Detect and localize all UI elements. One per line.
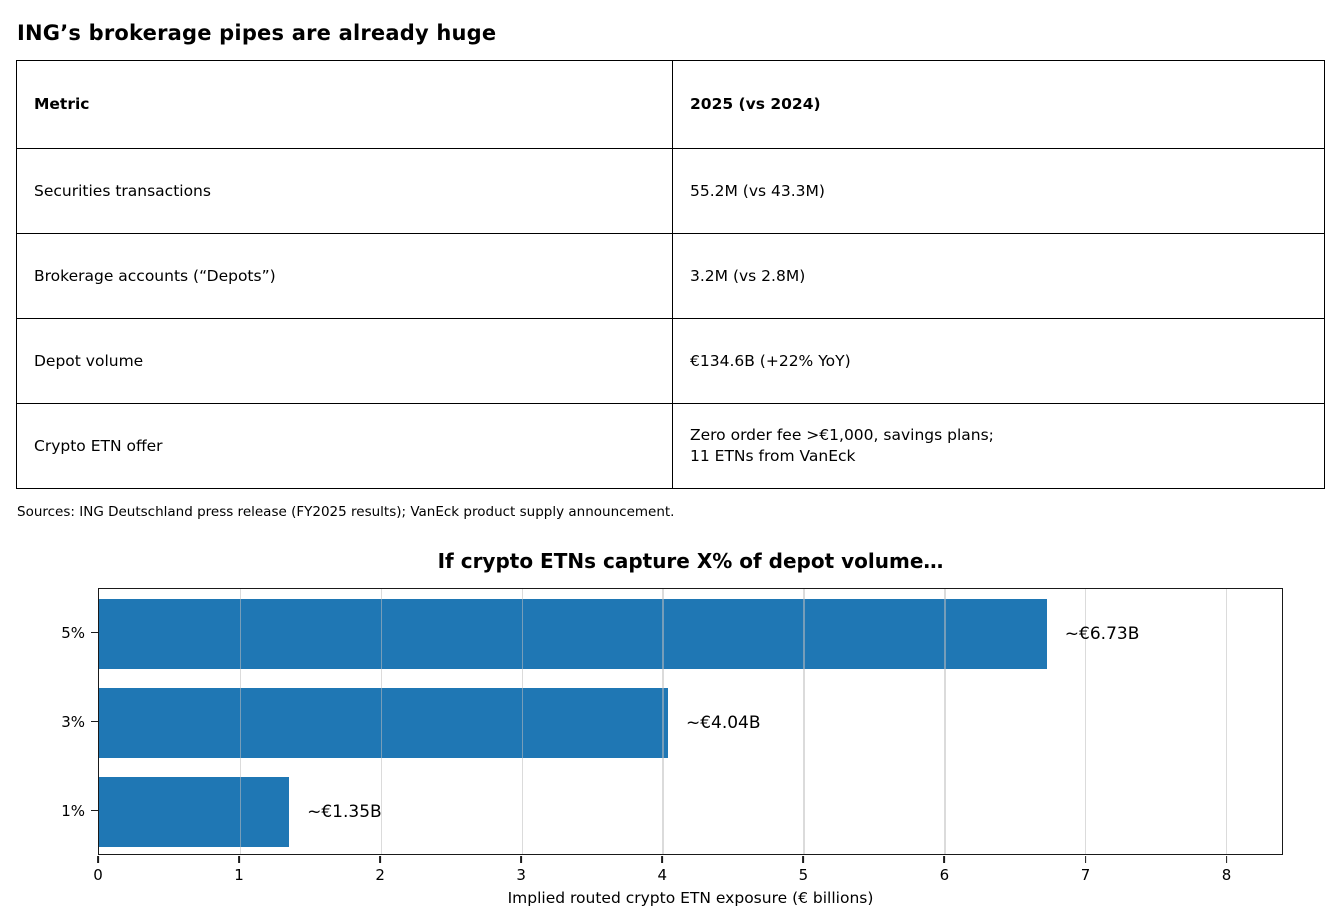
x-tick-mark [520,856,523,863]
table-row: Depot volume €134.6B (+22% YoY) [16,318,1325,404]
x-tick-mark [238,856,240,863]
sources-note: Sources: ING Deutschland press release (… [17,504,675,520]
x-tick-mark [97,856,99,863]
table-row: Securities transactions 55.2M (vs 43.3M) [16,148,1325,234]
y-tick-mark [91,631,98,634]
chart-title: If crypto ETNs capture X% of depot volum… [437,549,944,573]
bar-value-label: ~€4.04B [685,712,761,733]
y-tick-mark [91,720,98,723]
bar-3% [99,687,668,758]
metric-cell: Depot volume [16,318,673,404]
table-row: Brokerage accounts (“Depots”) 3.2M (vs 2… [16,233,1325,319]
value-cell: Zero order fee >€1,000, savings plans; 1… [672,403,1325,489]
x-tick-label: 5 [798,866,809,884]
column-header-metric: Metric [16,60,673,149]
gridline [380,589,383,854]
plot-area: ~€6.73B ~€4.04B ~€1.35B [98,588,1283,855]
bar-5% [99,598,1047,669]
x-tick-label: 0 [93,866,103,884]
table-header-row: Metric 2025 (vs 2024) [16,60,1325,149]
y-tick-mark [91,809,98,812]
value-cell: €134.6B (+22% YoY) [672,318,1325,404]
x-tick-mark [1225,856,1228,863]
x-tick-label: 1 [234,866,244,884]
page-title: ING’s brokerage pipes are already huge [17,21,497,45]
bar-1% [99,776,290,847]
y-tick-label: 1% [61,801,85,820]
gridline [803,589,805,854]
gridline [521,589,523,854]
x-tick-mark [802,856,805,863]
y-tick-label: 3% [61,712,85,731]
bar-value-label: ~€6.73B [1064,623,1140,644]
x-tick-label: 6 [939,866,950,884]
x-tick-label: 3 [516,866,526,884]
metrics-table: Metric 2025 (vs 2024) Securities transac… [16,60,1325,489]
x-tick-mark [1084,856,1087,863]
metric-cell: Brokerage accounts (“Depots”) [16,233,673,319]
metric-cell: Securities transactions [16,148,673,234]
column-header-period: 2025 (vs 2024) [672,60,1325,149]
gridline [944,589,946,854]
x-tick-mark [661,856,664,863]
gridline [1225,589,1228,854]
metric-cell: Crypto ETN offer [16,403,673,489]
x-tick-label: 7 [1080,866,1091,884]
gridline [239,589,242,854]
x-tick-mark [379,856,382,863]
x-axis-label: Implied routed crypto ETN exposure (€ bi… [507,889,874,907]
x-tick-label: 8 [1221,866,1232,884]
gridline [662,589,664,854]
y-axis-labels: 5% 3% 1% [0,588,85,855]
table-row: Crypto ETN offer Zero order fee >€1,000,… [16,403,1325,489]
bar-value-label: ~€1.35B [307,801,382,822]
x-tick-label: 2 [375,866,385,884]
value-cell: 3.2M (vs 2.8M) [672,233,1325,319]
x-tick-mark [943,856,946,863]
gridline [1084,589,1087,854]
y-tick-label: 5% [61,623,85,642]
value-cell: 55.2M (vs 43.3M) [672,148,1325,234]
x-tick-label: 4 [657,866,668,884]
